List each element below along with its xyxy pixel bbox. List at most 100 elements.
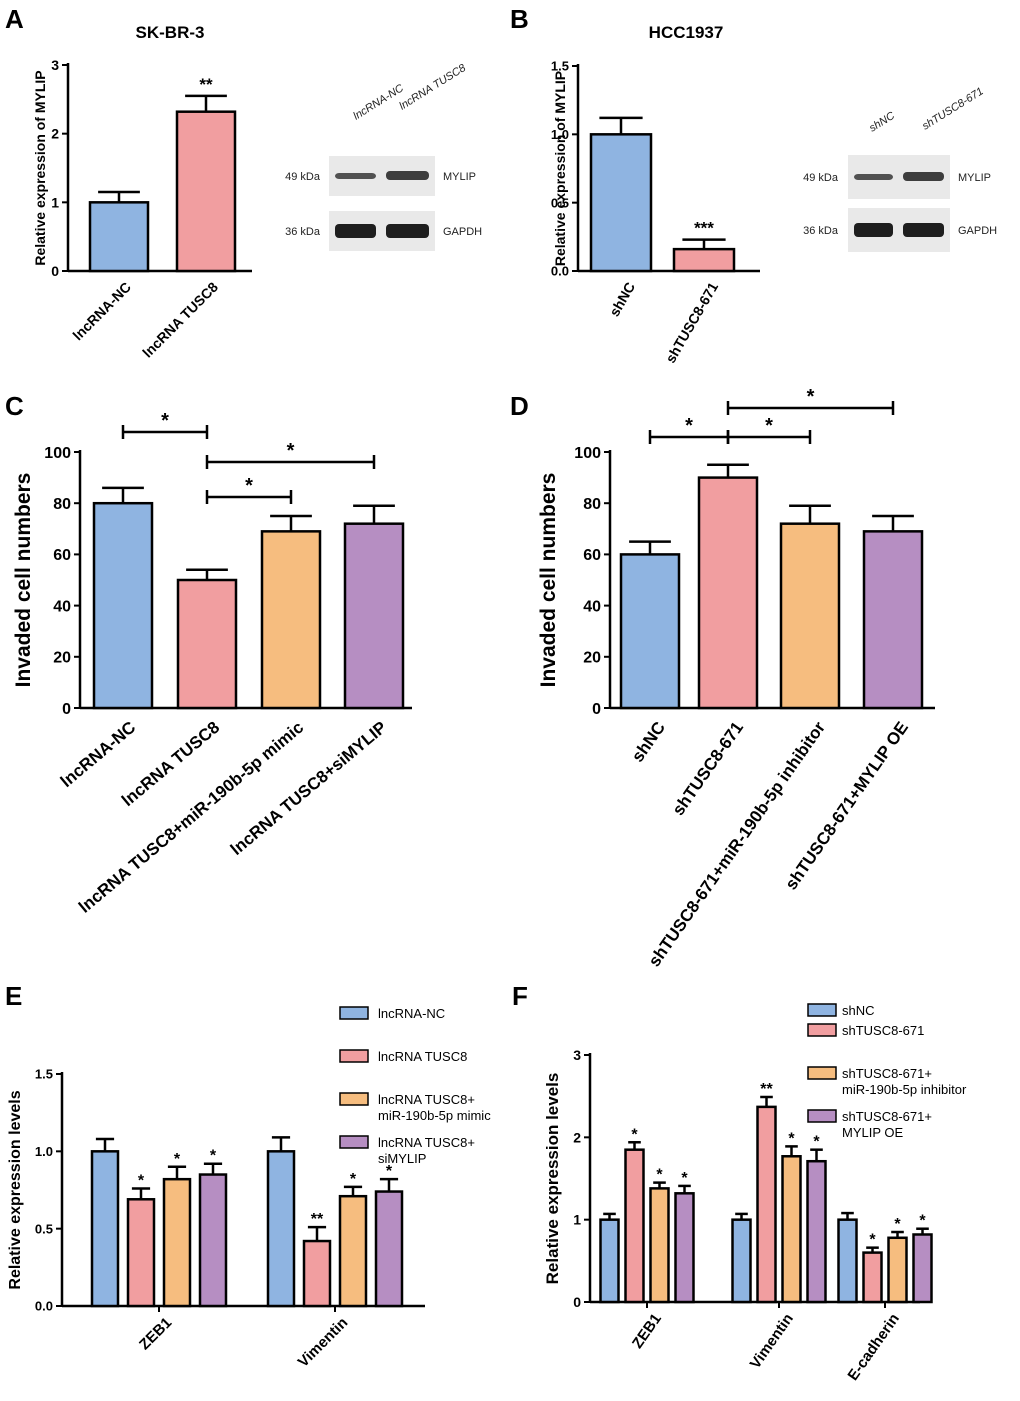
legend-swatch — [807, 1109, 837, 1123]
significance-label: * — [386, 1163, 393, 1180]
blot-kda-label: 36 kDa — [285, 226, 321, 238]
significance-label: * — [788, 1130, 795, 1147]
y-tick-label: 1.0 — [35, 1144, 53, 1159]
x-tick-label: ZEB1 — [629, 1311, 665, 1352]
y-tick-label: 40 — [53, 598, 71, 615]
significance-label: * — [685, 415, 693, 437]
bar — [162, 1177, 192, 1308]
bar — [837, 1218, 858, 1304]
significance-label: * — [174, 1151, 181, 1168]
x-tick-label: Vimentin — [295, 1314, 352, 1371]
bar — [649, 1187, 670, 1304]
bar — [374, 1190, 404, 1308]
significance-label: * — [350, 1171, 357, 1188]
significance-label: * — [631, 1126, 638, 1143]
y-axis-label: Relative expression of MYLIP — [32, 70, 48, 265]
significance-label: * — [919, 1213, 926, 1230]
y-tick-label: 0 — [573, 1294, 581, 1310]
x-tick-label: lncRNA-NC — [69, 279, 134, 344]
bar — [302, 1239, 332, 1308]
chart-E: E 0.0 0.5 1.0 1.5 Relative expression levels *… — [5, 981, 491, 1371]
bar — [912, 1233, 933, 1304]
legend-label: lncRNA TUSC8+ — [378, 1135, 475, 1150]
bar — [338, 1194, 368, 1308]
blot-band — [335, 224, 376, 238]
legend-label: lncRNA-NC — [378, 1006, 445, 1021]
y-tick-label: 40 — [583, 598, 601, 615]
chart-D: D 0 20 40 60 80 100 Invaded cell numbers shNC shT… — [510, 386, 935, 970]
bar — [862, 1251, 883, 1304]
legend-label: shTUSC8-671+ — [842, 1109, 932, 1124]
x-tick-label: lncRNA TUSC8 — [139, 279, 221, 361]
significance-label: * — [894, 1216, 901, 1233]
y-tick-label: 3 — [573, 1047, 581, 1063]
bar — [806, 1159, 827, 1304]
significance-label: ** — [199, 75, 213, 94]
bar — [260, 530, 322, 710]
y-tick-label: 0.0 — [35, 1299, 53, 1314]
significance-label: *** — [694, 219, 714, 238]
blot-band — [854, 174, 893, 180]
y-tick-label: 60 — [53, 547, 71, 564]
blot-band — [386, 171, 429, 180]
chart-title: SK-BR-3 — [136, 23, 205, 42]
bar — [781, 1155, 802, 1304]
legend-label: shTUSC8-671+ — [842, 1066, 932, 1081]
x-tick-label: shNC — [606, 279, 638, 319]
bar — [779, 522, 841, 710]
blot-lane-label: shTUSC8-671 — [920, 85, 985, 132]
blot-band — [335, 173, 376, 179]
chart-title: HCC1937 — [649, 23, 724, 42]
legend-swatch — [807, 1023, 837, 1037]
x-tick-label: Vimentin — [747, 1311, 797, 1372]
y-tick-label: 0 — [62, 701, 71, 718]
legend-swatch — [807, 1066, 837, 1080]
blot-band — [386, 224, 429, 238]
bar — [674, 1192, 695, 1304]
blot-lane-label: lncRNA TUSC8 — [397, 62, 469, 113]
blot-kda-label: 49 kDa — [285, 171, 321, 183]
panel-letter: E — [5, 981, 22, 1011]
x-tick-label: lncRNA-NC — [57, 718, 139, 791]
bar — [599, 1218, 620, 1304]
panel-letter: A — [5, 4, 24, 34]
significance-label: * — [681, 1170, 688, 1187]
bar — [887, 1236, 908, 1304]
bar — [756, 1105, 777, 1304]
y-tick-label: 1.0 — [551, 127, 569, 142]
y-tick-label: 0.5 — [551, 195, 569, 210]
y-tick-label: 80 — [583, 496, 601, 513]
x-tick-label: shTUSC8-671 — [669, 718, 747, 819]
legend-label: shNC — [842, 1003, 875, 1018]
y-tick-label: 100 — [44, 445, 71, 462]
bar — [731, 1218, 752, 1304]
y-axis-label: Invaded cell numbers — [537, 473, 560, 688]
bar — [862, 530, 924, 710]
y-tick-label: 2 — [51, 126, 59, 142]
blot-band — [903, 172, 944, 181]
y-tick-label: 2 — [573, 1129, 581, 1145]
y-axis-label: Relative expression levels — [7, 1090, 24, 1289]
panel-letter: C — [5, 391, 24, 421]
y-tick-label: 1 — [51, 194, 59, 210]
legend-swatch — [339, 1092, 369, 1106]
y-tick-label: 0 — [592, 701, 601, 718]
bar — [175, 110, 237, 273]
significance-label: * — [656, 1167, 663, 1184]
bar — [672, 247, 736, 273]
y-tick-label: 100 — [574, 445, 601, 462]
significance-label: * — [813, 1134, 820, 1151]
bar — [126, 1198, 156, 1308]
blot-protein-label: GAPDH — [443, 226, 482, 238]
panel-letter: D — [510, 391, 529, 421]
legend-label: lncRNA TUSC8+ — [378, 1092, 475, 1107]
significance-label: * — [807, 386, 815, 408]
blot-protein-label: MYLIP — [958, 172, 991, 184]
y-tick-label: 1 — [573, 1212, 581, 1228]
y-tick-label: 20 — [583, 650, 601, 667]
x-tick-label: shNC — [628, 718, 669, 765]
